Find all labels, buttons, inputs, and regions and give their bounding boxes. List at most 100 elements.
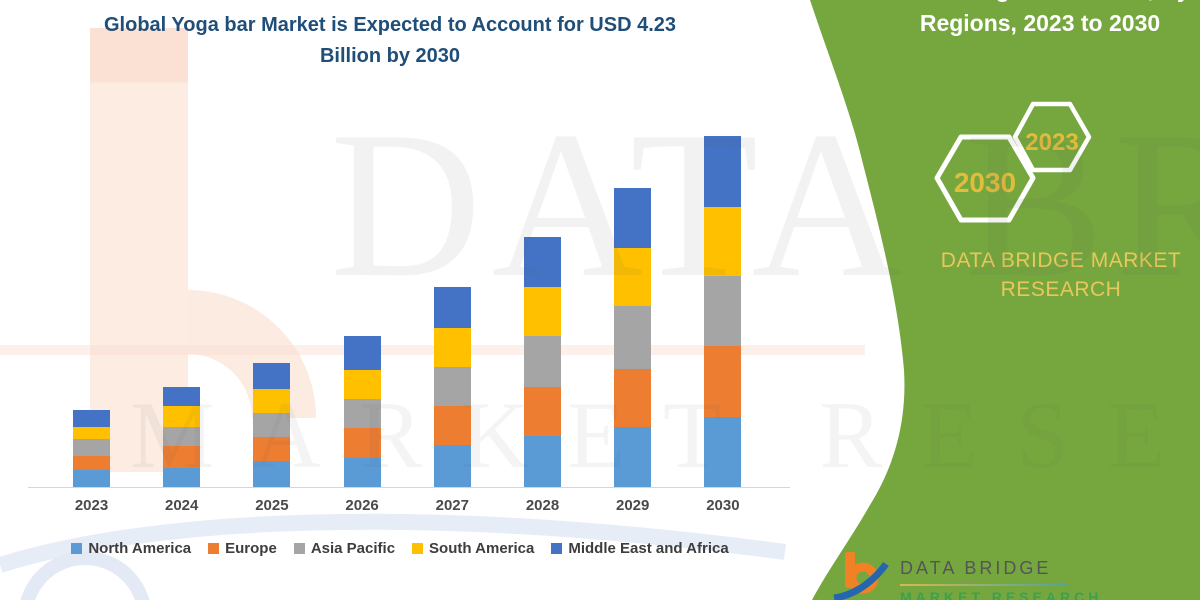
bar-segment-north-america [433,444,471,487]
bar-2026 [343,336,381,487]
bar-segment-europe [524,386,561,436]
x-axis-line [28,487,790,488]
bar-segment-middle-east-and-africa [704,136,742,208]
legend-label-south-america: South America [429,540,535,557]
bar-segment-asia-pacific [614,305,652,369]
legend-label-asia-pacific: Asia Pacific [310,540,396,557]
bar-segment-europe [343,428,381,458]
legend-swatch-asia-pacific [293,543,305,554]
bar-segment-asia-pacific [433,367,471,406]
legend-item-south-america: South America [412,540,534,557]
brand-text: DATA BRIDGE MARKET RESEARCH [930,246,1192,304]
plot-area [0,130,800,487]
side-panel-heading: Global Yoga Bar Market, By Regions, 2023… [880,0,1200,40]
footer-logo-subname: MARKET RESEARCH [900,589,1103,600]
bar-segment-europe [73,456,110,470]
x-axis-label-2023: 2023 [74,497,109,514]
bar-segment-north-america [524,435,561,487]
bar-segment-north-america [614,426,652,487]
chart-title-line1: Global Yoga bar Market is Expected to Ac… [104,14,676,36]
legend-item-europe: Europe [208,540,277,557]
x-axis-label-2029: 2029 [616,497,650,514]
x-axis-label-2025: 2025 [255,497,289,514]
chart-title: Global Yoga bar Market is Expected to Ac… [60,10,720,72]
footer-logo-underline [900,584,1068,586]
green-panel-shape [810,0,1200,600]
bar-segment-middle-east-and-africa [524,237,561,287]
bar-segment-south-america [433,328,471,368]
legend-swatch-middle-east-and-africa [551,543,563,554]
bar-segment-europe [433,405,471,445]
x-axis-label-2026: 2026 [345,497,379,514]
bar-segment-south-america [524,286,561,336]
x-axis-labels: 2023 2024 2025 2026 2027 2028 2029 2030 [0,497,800,521]
legend-item-north-america: North America [71,540,191,557]
side-panel-heading-line2: Regions, 2023 to 2030 [919,10,1161,36]
bar-segment-asia-pacific [163,426,201,446]
bar-segment-middle-east-and-africa [614,187,652,248]
hexagon-small [1012,101,1092,173]
bar-segment-middle-east-and-africa [163,387,201,407]
side-panel-heading-line1: Global Yoga Bar Market, By [880,0,1200,6]
bar-segment-middle-east-and-africa [73,410,110,428]
bar-segment-europe [163,445,201,468]
bar-2028 [524,237,561,487]
x-axis-label-2030: 2030 [706,497,740,514]
hexagon-large [934,134,1036,223]
bar-segment-europe [614,368,652,427]
bar-segment-north-america [73,469,110,487]
bar-segment-middle-east-and-africa [343,336,381,371]
watermark-pink-band [0,345,865,355]
bar-2027 [433,286,471,487]
bar-2024 [163,387,201,487]
bar-segment-south-america [614,247,652,306]
brand-text-line2: RESEARCH [1000,278,1122,301]
legend: North America Europe Asia Pacific South Ame… [10,540,790,557]
x-axis-label-2027: 2027 [435,497,469,514]
bar-segment-asia-pacific [253,412,291,437]
hexagon-large-label: 2030 [954,167,1016,198]
footer-logo-name: DATA BRIDGE [900,558,1052,578]
bar-segment-europe [704,346,742,417]
watermark-b-stem-top [90,28,188,84]
hexagon-small-label: 2023 [1025,129,1078,156]
bar-segment-north-america [253,461,291,487]
legend-swatch-europe [208,543,220,554]
bar-segment-south-america [704,207,742,277]
bar-segment-south-america [343,370,381,400]
watermark-blue-circle [20,551,150,600]
x-axis-label-2028: 2028 [525,497,560,514]
logo-blue-swoosh [833,561,889,600]
bar-segment-asia-pacific [524,335,561,387]
legend-label-europe: Europe [225,540,277,557]
bar-segment-europe [253,436,291,462]
bar-segment-south-america [73,427,110,440]
legend-item-middle-east-and-africa: Middle East and Africa [551,540,729,557]
bar-segment-north-america [704,416,742,487]
x-axis-label-2024: 2024 [165,497,199,514]
bar-2025 [253,363,291,487]
bar-segment-north-america [163,468,201,487]
bar-2023 [73,410,110,487]
bar-segment-middle-east-and-africa [433,286,471,329]
brand-text-line1: DATA BRIDGE MARKET [940,249,1182,272]
footer-logo-icon [833,552,889,600]
bar-segment-asia-pacific [704,276,742,347]
legend-item-asia-pacific: Asia Pacific [293,540,396,557]
bar-segment-south-america [163,406,201,427]
bar-segment-asia-pacific [73,439,110,457]
bar-2029 [614,187,652,487]
bar-segment-north-america [343,458,381,487]
chart-title-line2: Billion by 2030 [319,45,461,67]
legend-swatch-north-america [71,543,83,554]
bar-2030 [704,136,742,487]
bar-segment-asia-pacific [343,399,381,429]
legend-swatch-south-america [412,543,424,554]
bar-segment-south-america [253,388,291,413]
legend-label-middle-east-and-africa: Middle East and Africa [568,540,729,557]
bar-segment-middle-east-and-africa [253,363,291,389]
legend-label-north-america: North America [88,540,192,557]
